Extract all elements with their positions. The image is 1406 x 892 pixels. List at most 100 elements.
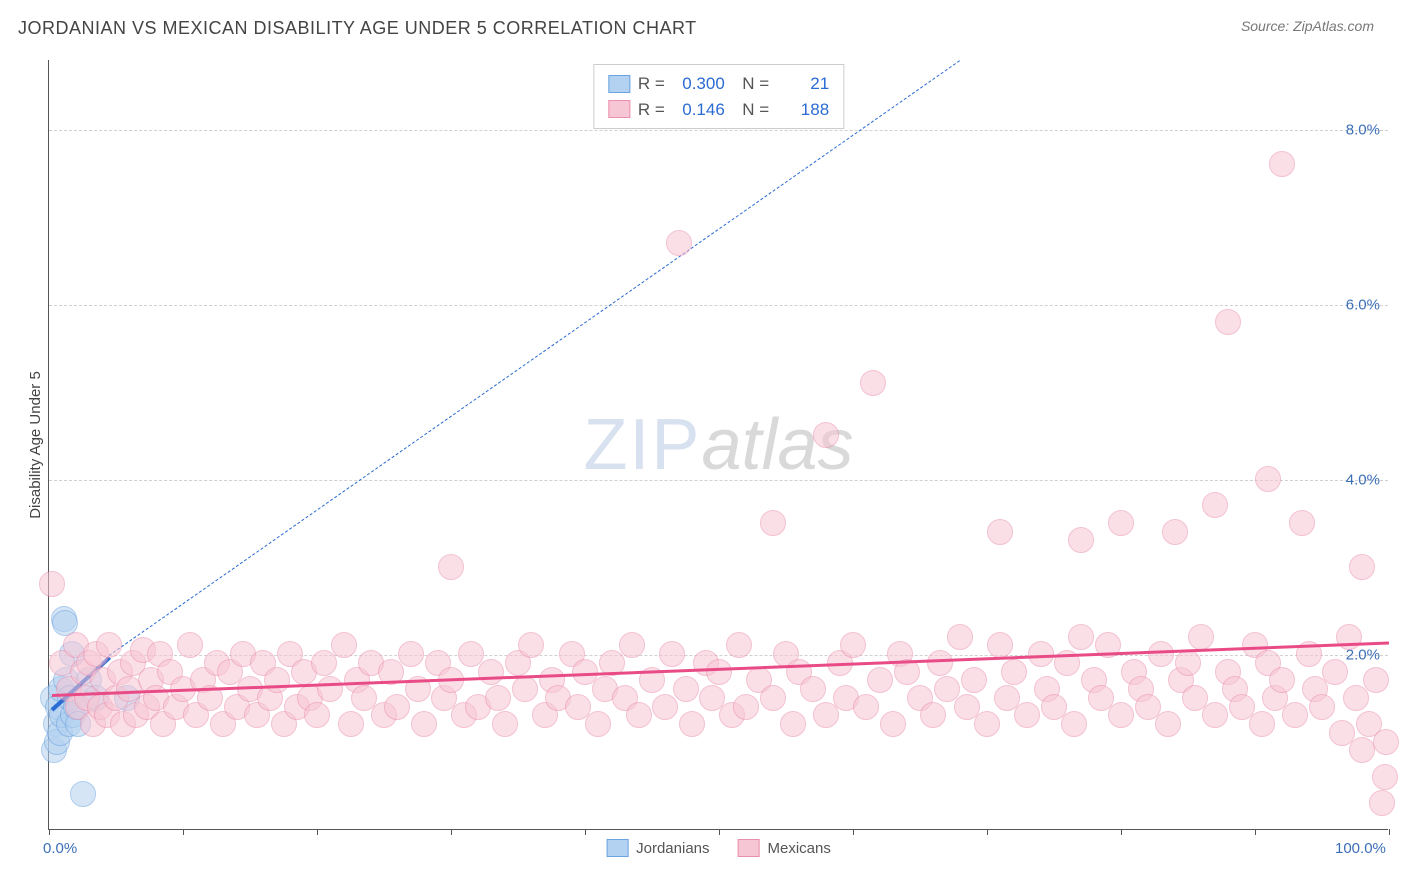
scatter-point — [96, 632, 122, 658]
legend-n-label: N = — [733, 71, 769, 97]
scatter-point — [659, 641, 685, 667]
scatter-point — [478, 659, 504, 685]
series-name: Mexicans — [768, 840, 831, 857]
scatter-point — [652, 694, 678, 720]
scatter-point — [1289, 510, 1315, 536]
chart-title: JORDANIAN VS MEXICAN DISABILITY AGE UNDE… — [18, 18, 697, 39]
scatter-point — [987, 632, 1013, 658]
scatter-point — [726, 632, 752, 658]
legend-swatch — [606, 839, 628, 857]
scatter-point — [880, 711, 906, 737]
scatter-point — [1349, 737, 1375, 763]
x-tick — [719, 829, 720, 835]
scatter-point — [813, 702, 839, 728]
y-tick-label: 6.0% — [1346, 297, 1380, 314]
scatter-point — [1269, 151, 1295, 177]
legend-r-value: 0.300 — [673, 71, 725, 97]
x-tick — [1389, 829, 1390, 835]
y-axis-label: Disability Age Under 5 — [27, 371, 44, 519]
watermark-part1: ZIP — [583, 405, 701, 485]
scatter-point — [867, 667, 893, 693]
scatter-point — [1061, 711, 1087, 737]
scatter-point — [311, 650, 337, 676]
scatter-point — [1188, 624, 1214, 650]
scatter-point — [666, 230, 692, 256]
scatter-point — [920, 702, 946, 728]
stats-legend-row: R = 0.300 N = 21 — [608, 71, 829, 97]
scatter-point — [512, 676, 538, 702]
plot-area: ZIPatlas Disability Age Under 5 2.0%4.0%… — [48, 60, 1388, 830]
scatter-point — [438, 554, 464, 580]
scatter-point — [317, 676, 343, 702]
scatter-point — [1363, 667, 1389, 693]
scatter-point — [1068, 624, 1094, 650]
scatter-point — [1108, 702, 1134, 728]
scatter-point — [706, 659, 732, 685]
scatter-point — [304, 702, 330, 728]
scatter-point — [733, 694, 759, 720]
legend-swatch — [608, 75, 630, 93]
x-tick — [853, 829, 854, 835]
scatter-point — [518, 632, 544, 658]
scatter-point — [384, 694, 410, 720]
stats-legend-row: R = 0.146 N = 188 — [608, 97, 829, 123]
x-tick — [1255, 829, 1256, 835]
scatter-point — [780, 711, 806, 737]
scatter-point — [987, 519, 1013, 545]
x-tick-label: 100.0% — [1335, 840, 1386, 857]
scatter-point — [1372, 764, 1398, 790]
scatter-point — [264, 667, 290, 693]
scatter-point — [800, 676, 826, 702]
scatter-point — [1215, 309, 1241, 335]
scatter-point — [1373, 729, 1399, 755]
legend-n-value: 188 — [777, 97, 829, 123]
series-legend-item: Mexicans — [738, 839, 831, 857]
legend-swatch — [608, 100, 630, 118]
chart-container: ZIPatlas Disability Age Under 5 2.0%4.0%… — [48, 60, 1388, 830]
scatter-point — [70, 781, 96, 807]
y-tick-label: 4.0% — [1346, 472, 1380, 489]
legend-n-label: N = — [733, 97, 769, 123]
scatter-point — [177, 632, 203, 658]
series-legend: Jordanians Mexicans — [606, 839, 831, 857]
legend-r-value: 0.146 — [673, 97, 725, 123]
scatter-point — [813, 422, 839, 448]
scatter-point — [585, 711, 611, 737]
scatter-point — [485, 685, 511, 711]
scatter-point — [1148, 641, 1174, 667]
scatter-point — [1349, 554, 1375, 580]
scatter-point — [840, 632, 866, 658]
legend-r-label: R = — [638, 71, 665, 97]
stats-legend: R = 0.300 N = 21R = 0.146 N = 188 — [593, 64, 844, 129]
gridline-h — [49, 130, 1388, 131]
gridline-h — [49, 480, 1388, 481]
source-attribution: Source: ZipAtlas.com — [1241, 18, 1374, 34]
trend-line — [109, 60, 960, 656]
scatter-point — [1068, 527, 1094, 553]
scatter-point — [760, 685, 786, 711]
series-name: Jordanians — [636, 840, 709, 857]
legend-swatch — [738, 839, 760, 857]
scatter-point — [1249, 711, 1275, 737]
scatter-point — [1108, 510, 1134, 536]
x-tick — [1121, 829, 1122, 835]
scatter-point — [927, 650, 953, 676]
scatter-point — [619, 632, 645, 658]
scatter-point — [853, 694, 879, 720]
watermark: ZIPatlas — [583, 404, 853, 486]
scatter-point — [673, 676, 699, 702]
x-tick — [49, 829, 50, 835]
scatter-point — [1343, 685, 1369, 711]
scatter-point — [1202, 702, 1228, 728]
scatter-point — [1282, 702, 1308, 728]
scatter-point — [974, 711, 1000, 737]
scatter-point — [1014, 702, 1040, 728]
scatter-point — [1255, 466, 1281, 492]
x-tick — [183, 829, 184, 835]
x-tick — [317, 829, 318, 835]
scatter-point — [1162, 519, 1188, 545]
scatter-point — [331, 632, 357, 658]
scatter-point — [1175, 650, 1201, 676]
scatter-point — [338, 711, 364, 737]
x-tick — [987, 829, 988, 835]
